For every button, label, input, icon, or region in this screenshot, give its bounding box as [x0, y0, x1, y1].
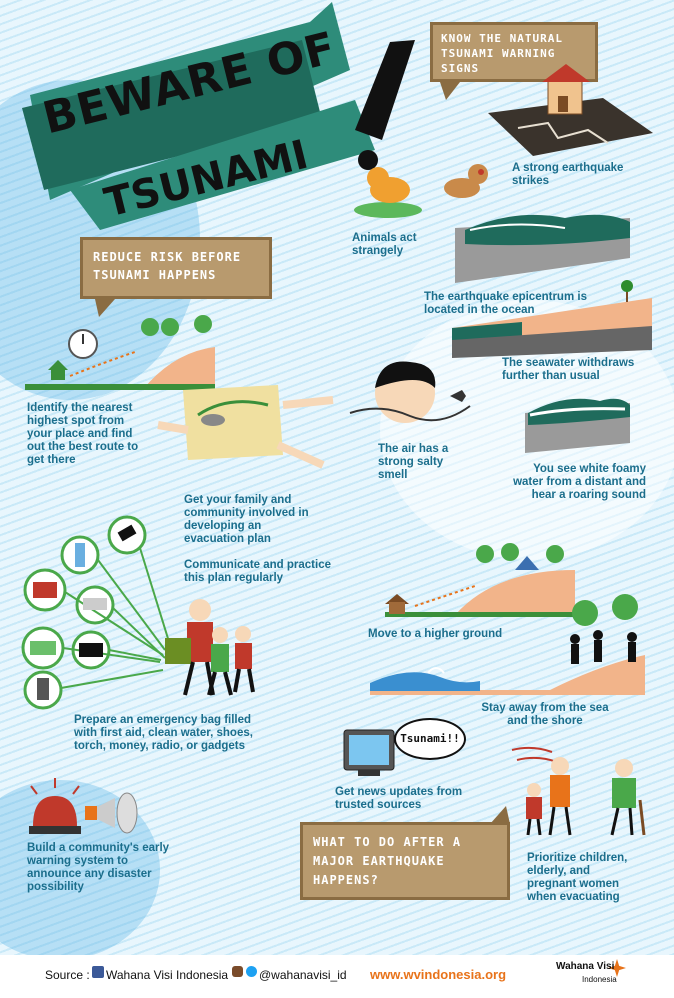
- reduce-heading: REDUCE RISK BEFORE TSUNAMI HAPPENS: [93, 250, 242, 282]
- reduce-family-text: Get your family and community involved i…: [184, 494, 309, 545]
- footer-social[interactable]: @wahanavisi_id: [259, 968, 347, 982]
- foamy-water-icon: [525, 398, 630, 453]
- footer-org[interactable]: Wahana Visi Indonesia: [106, 968, 229, 982]
- higher-ground-hill-icon: [385, 543, 575, 617]
- reduce-warning-system-text: Build a community's early warning system…: [27, 842, 170, 893]
- footer-logo-line1: Wahana Visi: [556, 961, 615, 972]
- tv-bubble-text: Tsunami!!: [400, 732, 460, 745]
- footer: Source : Wahana Visi Indonesia @wahanavi…: [0, 955, 674, 998]
- footer-website[interactable]: www.wvindonesia.org: [370, 967, 507, 982]
- sign-epicentrum-text: The earthquake epicentrum is located in …: [424, 291, 587, 316]
- ocean-epicentrum-icon: [455, 214, 630, 283]
- sign-earthquake-text: A strong earthquake strikes: [512, 162, 624, 187]
- seawater-withdraw-icon: [452, 280, 652, 358]
- highest-spot-hill-icon: [25, 315, 215, 390]
- sign-pointer-icon: [95, 299, 115, 317]
- after-prioritize-text: Prioritize children, elderly, and pregna…: [527, 852, 628, 903]
- reduce-practice-text: Communicate and practice this plan regul…: [184, 559, 331, 584]
- tv-icon: [343, 729, 395, 776]
- emergency-bag-items-icon: [21, 515, 255, 710]
- reduce-highest-spot-text: Identify the nearest highest spot from y…: [27, 402, 139, 466]
- earthquake-house-icon: [488, 64, 653, 156]
- signs-heading: KNOW THE NATURAL TSUNAMI WARNING SIGNS: [441, 32, 563, 75]
- after-higher-ground-text: Move to a higher ground: [368, 628, 503, 640]
- evacuation-map-icon: [157, 385, 334, 469]
- after-stay-away-text: Stay away from the sea and the shore: [481, 702, 609, 727]
- twitter-icon: [246, 966, 257, 977]
- stay-away-shore-icon: [370, 594, 645, 695]
- sign-pointer-icon: [440, 82, 460, 100]
- footer-logo-line2: Indonesia: [582, 975, 617, 984]
- reduce-heading-board: REDUCE RISK BEFORE TSUNAMI HAPPENS: [80, 237, 272, 299]
- thumbs-up-icon: [92, 966, 104, 978]
- tv-speech-bubble: Tsunami!!: [394, 718, 466, 760]
- footer-source-label: Source :: [45, 968, 90, 982]
- sign-animals-text: Animals act strangely: [352, 232, 417, 257]
- siren-megaphone-icon: [29, 778, 138, 834]
- sign-air-text: The air has a strong salty smell: [378, 443, 449, 481]
- after-heading-board: WHAT TO DO AFTER A MAJOR EARTHQUAKE HAPP…: [300, 822, 510, 900]
- sign-seawater-text: The seawater withdraws further than usua…: [502, 357, 635, 382]
- sign-pointer-icon: [490, 806, 510, 824]
- evacuating-family-icon: [511, 746, 646, 836]
- after-news-text: Get news updates from trusted sources: [335, 786, 463, 811]
- reduce-bag-text: Prepare an emergency bag filled with fir…: [74, 714, 253, 752]
- animals-icon: [354, 164, 488, 218]
- title-banner: [22, 2, 415, 230]
- sign-foam-text: You see white foamy water from a distant…: [513, 463, 646, 501]
- instagram-icon: [232, 966, 243, 977]
- after-heading: WHAT TO DO AFTER A MAJOR EARTHQUAKE HAPP…: [313, 835, 462, 887]
- salty-air-face-icon: [349, 361, 471, 423]
